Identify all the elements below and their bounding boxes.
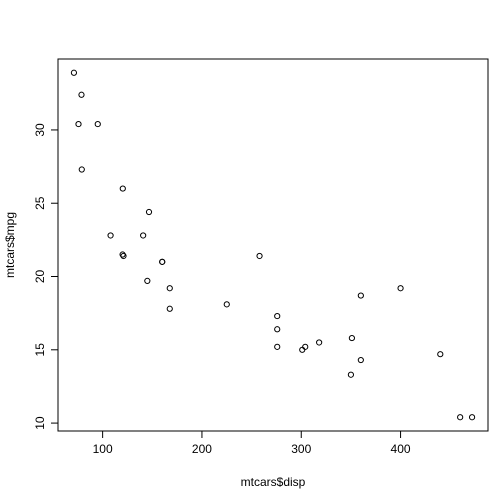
point [348, 334, 356, 342]
y-tick-label: 30 [33, 123, 47, 137]
x-tick-label: 200 [192, 442, 212, 456]
point [166, 305, 173, 312]
point [94, 120, 101, 128]
point [274, 326, 281, 333]
x-tick-label: 100 [93, 442, 113, 456]
point [70, 69, 78, 76]
y-axis-label: mtcars$mpg [3, 212, 17, 278]
point [256, 252, 263, 260]
x-axis-label: mtcars$disp [241, 475, 306, 489]
y-tick-label: 10 [33, 416, 47, 430]
point [145, 208, 153, 216]
point [119, 185, 126, 192]
point [468, 414, 476, 421]
point [166, 285, 173, 292]
point [457, 414, 464, 421]
point [159, 258, 166, 265]
x-tick-label: 400 [391, 442, 411, 456]
point [144, 277, 151, 285]
point [274, 343, 281, 350]
point [140, 232, 147, 239]
point [75, 120, 82, 128]
point [78, 166, 85, 173]
y-tick-label: 15 [33, 343, 47, 357]
point [347, 371, 355, 378]
y-tick-label: 25 [33, 196, 47, 210]
point [274, 312, 281, 320]
point [357, 292, 364, 299]
point [437, 351, 444, 358]
point [316, 339, 323, 346]
x-tick-label: 300 [291, 442, 311, 456]
point [78, 91, 85, 98]
point [397, 285, 404, 292]
point [120, 252, 127, 260]
point [357, 356, 364, 364]
point [299, 346, 306, 353]
point [223, 301, 230, 308]
y-tick-label: 20 [33, 270, 47, 284]
point [107, 232, 114, 239]
